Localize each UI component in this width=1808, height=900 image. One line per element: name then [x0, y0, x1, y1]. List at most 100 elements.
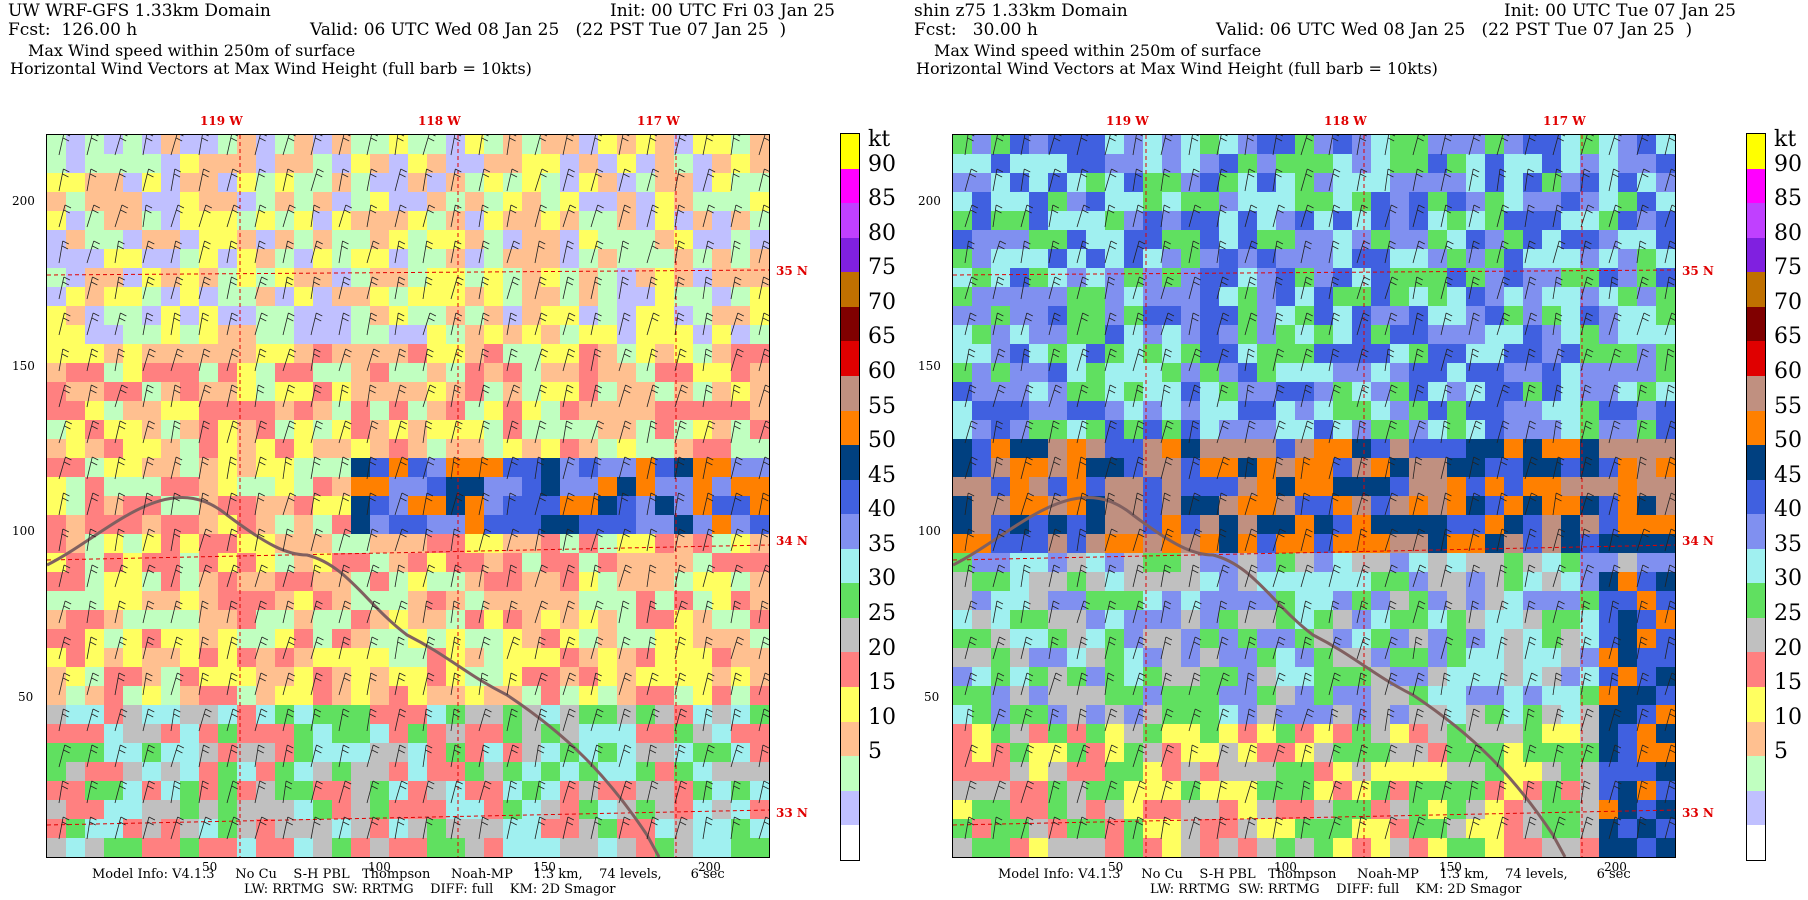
model-info-2: LW: RRTMG SW: RRTMG DIFF: full KM: 2D Sm…	[244, 882, 616, 897]
wind-speed-map[interactable]	[46, 134, 770, 858]
vector-desc: Horizontal Wind Vectors at Max Wind Heig…	[10, 59, 532, 78]
colorbar-swatch	[841, 341, 859, 376]
colorbar-swatch	[841, 445, 859, 480]
x-tick: 100	[368, 860, 391, 874]
x-tick: 50	[1108, 860, 1124, 874]
colorbar-level-label: 25	[868, 601, 896, 626]
lat-label: 34 N	[776, 534, 808, 548]
colorbar-level-label: 55	[868, 393, 896, 419]
y-tick: 50	[18, 690, 34, 704]
colorbar-level-label: 15	[868, 670, 896, 696]
colorbar-level-label: 70	[1774, 289, 1802, 315]
panel-right: shin z75 1.33km Domain Init: 00 UTC Tue …	[906, 0, 1808, 900]
colorbar-swatch	[841, 617, 859, 653]
colorbar-level-label: 30	[1774, 566, 1802, 592]
colorbar-swatch	[841, 687, 859, 722]
panel-title: UW WRF-GFS 1.33km Domain	[8, 1, 271, 21]
colorbar-swatch	[841, 825, 859, 860]
valid-time: Valid: 06 UTC Wed 08 Jan 25 (22 PST Tue …	[1216, 20, 1693, 40]
lon-label: 118 W	[418, 114, 461, 128]
colorbar-level-label: 45	[1774, 462, 1802, 488]
model-info: Model Info: V4.1.3 No Cu S-H PBL Thompso…	[92, 867, 725, 882]
colorbar-swatch	[1747, 445, 1765, 480]
lat-label: 35 N	[1682, 264, 1714, 278]
init-time: Init: 00 UTC Fri 03 Jan 25	[610, 1, 835, 21]
x-tick: 150	[1439, 860, 1462, 874]
lat-label: 33 N	[1682, 806, 1714, 820]
colorbar-swatch	[1747, 825, 1765, 860]
colorbar-swatch	[841, 479, 859, 515]
vector-desc: Horizontal Wind Vectors at Max Wind Heig…	[916, 59, 1438, 78]
colorbar-swatch	[841, 203, 859, 238]
lon-label: 119 W	[1106, 114, 1149, 128]
colorbar-level-label: 70	[868, 289, 896, 315]
colorbar-swatch	[1747, 548, 1765, 584]
colorbar-level-label: 55	[1774, 393, 1802, 419]
colorbar-swatch	[841, 237, 859, 273]
x-tick: 150	[533, 860, 556, 874]
colorbar-level-label: 40	[868, 497, 896, 523]
colorbar-swatch	[841, 756, 859, 791]
wind-field-svg	[953, 135, 1675, 857]
y-tick: 200	[918, 194, 941, 208]
colorbar-level-label: 65	[868, 324, 896, 350]
colorbar-level-label: 40	[1774, 497, 1802, 523]
colorbar-level-label: 25	[1774, 601, 1802, 626]
colorbar-level-label: 85	[868, 186, 896, 212]
valid-time: Valid: 06 UTC Wed 08 Jan 25 (22 PST Tue …	[310, 20, 787, 40]
colorbar-swatch	[1747, 168, 1765, 204]
field-name: Max Wind speed within 250m of surface	[28, 41, 356, 60]
colorbar-swatch	[841, 375, 859, 411]
colorbar-swatch	[841, 134, 859, 169]
colorbar-swatch	[1747, 410, 1765, 446]
colorbar	[840, 133, 860, 861]
colorbar-level-label: 5	[868, 739, 882, 765]
panel-title: shin z75 1.33km Domain	[914, 1, 1128, 21]
colorbar-level-label: 80	[1774, 220, 1802, 246]
colorbar-level-label: 60	[1774, 359, 1802, 384]
colorbar-swatch	[1747, 237, 1765, 273]
x-tick: 100	[1274, 860, 1297, 874]
colorbar-unit: kt	[868, 127, 891, 152]
field-name: Max Wind speed within 250m of surface	[934, 41, 1262, 60]
x-tick: 200	[698, 860, 721, 874]
wind-speed-map[interactable]	[952, 134, 1676, 858]
colorbar-level-label: 20	[868, 635, 896, 661]
colorbar-level-label: 10	[1774, 704, 1802, 730]
colorbar-level-label: 75	[1774, 255, 1802, 281]
colorbar-swatch	[841, 790, 859, 826]
colorbar-level-label: 15	[1774, 670, 1802, 696]
y-tick: 100	[12, 524, 35, 538]
colorbar-swatch	[841, 306, 859, 342]
colorbar-swatch	[1747, 583, 1765, 618]
lon-label: 119 W	[200, 114, 243, 128]
colorbar-swatch	[1747, 272, 1765, 307]
colorbar-swatch	[1747, 375, 1765, 411]
colorbar-unit: kt	[1774, 127, 1797, 152]
colorbar-level-label: 80	[868, 220, 896, 246]
colorbar-level-label: 65	[1774, 324, 1802, 350]
lat-label: 33 N	[776, 806, 808, 820]
colorbar-swatch	[841, 583, 859, 618]
colorbar-swatch	[841, 514, 859, 549]
colorbar-level-label: 50	[1774, 428, 1802, 454]
lat-label: 34 N	[1682, 534, 1714, 548]
y-tick: 200	[12, 194, 35, 208]
colorbar-swatch	[841, 652, 859, 687]
colorbar-swatch	[841, 721, 859, 757]
x-tick: 50	[202, 860, 218, 874]
lon-label: 117 W	[1543, 114, 1586, 128]
colorbar-swatch	[1747, 203, 1765, 238]
model-info-2: LW: RRTMG SW: RRTMG DIFF: full KM: 2D Sm…	[1150, 882, 1522, 897]
colorbar-swatch	[1747, 756, 1765, 791]
wind-field-svg	[47, 135, 769, 857]
colorbar-swatch	[1747, 306, 1765, 342]
colorbar-level-label: 45	[868, 462, 896, 488]
colorbar-swatch	[1747, 721, 1765, 757]
colorbar-swatch	[841, 272, 859, 307]
colorbar-swatch	[1747, 617, 1765, 653]
colorbar-level-label: 90	[1774, 151, 1802, 177]
colorbar-level-label: 85	[1774, 186, 1802, 212]
colorbar-swatch	[1747, 341, 1765, 376]
lat-label: 35 N	[776, 264, 808, 278]
